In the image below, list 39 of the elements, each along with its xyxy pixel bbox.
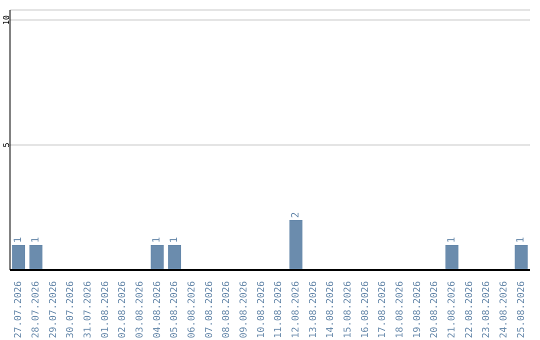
x-tick-label: 12.08.2026 [290, 280, 302, 338]
x-tick-label: 02.08.2026 [117, 280, 128, 338]
x-tick-label: 17.08.2026 [377, 280, 388, 338]
x-tick-label: 21.08.2026 [446, 280, 458, 338]
x-tick-label: 01.08.2026 [100, 280, 111, 338]
x-tick-label: 09.08.2026 [238, 280, 250, 338]
x-tick-label: 25.08.2026 [516, 280, 527, 338]
x-tick-label: 18.08.2026 [394, 280, 406, 338]
x-tick-label: 22.08.2026 [464, 280, 475, 338]
x-tick-label: 07.08.2026 [204, 280, 215, 338]
x-tick-label: 04.08.2026 [152, 280, 163, 338]
data-label: 1 [30, 236, 42, 243]
x-tick-label: 28.07.2026 [30, 280, 42, 338]
x-tick-label: 14.08.2026 [325, 280, 336, 338]
x-tick-label: 05.08.2026 [169, 280, 180, 338]
x-tick-label: 10.08.2026 [256, 280, 267, 338]
x-tick-label: 15.08.2026 [342, 280, 354, 338]
data-label: 2 [290, 212, 302, 218]
x-tick-label: 27.07.2026 [13, 280, 24, 338]
x-tick-label: 19.08.2026 [412, 280, 423, 338]
x-tick-label: 03.08.2026 [134, 280, 146, 338]
x-tick-label: 08.08.2026 [221, 280, 232, 338]
x-tick-label: 11.08.2026 [273, 280, 284, 338]
x-tick-label: 20.08.2026 [429, 280, 440, 338]
x-tick-label: 30.07.2026 [65, 280, 76, 338]
data-label: 1 [446, 236, 458, 243]
x-tick-label: 13.08.2026 [308, 280, 319, 338]
x-tick-label: 16.08.2026 [360, 280, 371, 338]
x-tick-label: 24.08.2026 [498, 280, 510, 338]
y-tick-label: 5 [2, 142, 11, 148]
data-label: 1 [169, 236, 180, 243]
y-tick-label: 10 [2, 15, 11, 25]
x-tick-label: 31.07.2026 [82, 280, 94, 338]
x-tick-label: 06.08.2026 [186, 280, 198, 338]
data-label: 1 [516, 236, 527, 243]
x-tick-label: 23.08.2026 [481, 280, 492, 338]
x-tick-label: 29.07.2026 [48, 280, 59, 338]
data-label: 1 [152, 236, 163, 243]
data-label: 1 [13, 236, 24, 243]
